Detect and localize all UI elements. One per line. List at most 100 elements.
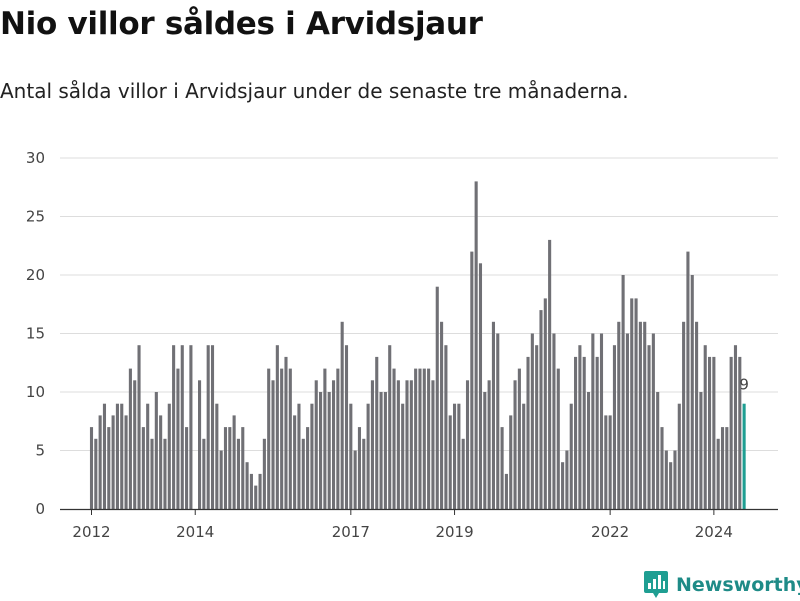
y-tick-label: 10 bbox=[26, 383, 45, 401]
bar bbox=[604, 415, 608, 509]
bar bbox=[435, 286, 439, 509]
bar bbox=[682, 321, 686, 509]
y-tick-label: 25 bbox=[26, 208, 45, 226]
bar bbox=[94, 438, 98, 509]
bar bbox=[409, 380, 413, 509]
chart-title: Nio villor såldes i Arvidsjaur bbox=[0, 6, 483, 42]
bar bbox=[401, 403, 405, 509]
bar bbox=[98, 415, 102, 509]
bar bbox=[461, 438, 465, 509]
bar bbox=[651, 333, 655, 509]
bar bbox=[405, 380, 409, 509]
bar bbox=[115, 403, 119, 509]
bar bbox=[349, 403, 353, 509]
bar bbox=[569, 403, 573, 509]
bar bbox=[241, 427, 245, 509]
bar bbox=[574, 356, 578, 509]
bar bbox=[703, 345, 707, 509]
bar bbox=[383, 392, 387, 509]
bar bbox=[362, 438, 366, 509]
bar bbox=[725, 427, 729, 509]
bar bbox=[172, 345, 176, 509]
bar bbox=[582, 356, 586, 509]
bar bbox=[599, 333, 604, 509]
bar bbox=[673, 450, 677, 509]
bar bbox=[210, 345, 215, 509]
bar bbox=[379, 392, 383, 509]
bar bbox=[280, 368, 284, 509]
bar bbox=[124, 415, 128, 509]
x-tick-label: 2019 bbox=[435, 523, 473, 541]
bar bbox=[388, 345, 392, 509]
bar bbox=[314, 380, 318, 509]
bar bbox=[254, 485, 258, 509]
bar bbox=[686, 251, 690, 509]
bar bbox=[625, 333, 629, 509]
bar bbox=[465, 380, 470, 509]
bar bbox=[504, 473, 508, 509]
bar bbox=[301, 438, 305, 509]
bar bbox=[236, 438, 240, 509]
last-value-label: 9 bbox=[739, 376, 749, 394]
bar bbox=[427, 368, 431, 509]
bar bbox=[478, 263, 483, 509]
bar bbox=[215, 403, 219, 509]
bar bbox=[154, 392, 158, 509]
bar bbox=[245, 462, 249, 509]
bar bbox=[548, 239, 552, 509]
bar bbox=[496, 333, 500, 509]
bar bbox=[284, 356, 288, 509]
bar bbox=[370, 380, 374, 509]
bar bbox=[591, 333, 595, 509]
bar bbox=[565, 450, 569, 509]
bar bbox=[621, 275, 625, 509]
y-tick-label: 15 bbox=[26, 325, 45, 343]
bar bbox=[556, 368, 560, 509]
bar bbox=[530, 333, 534, 509]
bar bbox=[656, 392, 660, 509]
bar bbox=[198, 380, 202, 509]
bar bbox=[526, 356, 530, 509]
bar bbox=[331, 380, 336, 509]
bar bbox=[431, 380, 435, 509]
bar bbox=[141, 427, 145, 509]
bar bbox=[392, 368, 396, 509]
newsworthy-logo[interactable]: Newsworthy bbox=[644, 569, 800, 601]
bar bbox=[513, 380, 517, 509]
chart-subtitle: Antal sålda villor i Arvidsjaur under de… bbox=[0, 79, 629, 103]
bar bbox=[120, 403, 124, 509]
bar bbox=[336, 368, 340, 509]
y-tick-label: 30 bbox=[26, 149, 45, 167]
bar bbox=[133, 380, 137, 509]
bar bbox=[228, 427, 232, 509]
newsworthy-logo-icon bbox=[644, 571, 668, 598]
bar bbox=[444, 345, 448, 509]
bar bbox=[275, 345, 279, 509]
bar bbox=[180, 345, 184, 509]
x-tick-label: 2024 bbox=[695, 523, 733, 541]
bar bbox=[176, 368, 180, 509]
bar bbox=[375, 356, 379, 509]
bar bbox=[543, 298, 547, 509]
bar bbox=[509, 415, 513, 509]
bar bbox=[297, 403, 301, 509]
bar bbox=[733, 345, 738, 509]
bar bbox=[137, 345, 141, 509]
bar bbox=[189, 345, 193, 509]
bar bbox=[223, 427, 228, 509]
y-tick-label: 20 bbox=[26, 266, 45, 284]
bar bbox=[340, 321, 344, 509]
bar bbox=[249, 473, 253, 509]
bar bbox=[669, 462, 673, 509]
bar bbox=[396, 380, 400, 509]
bar bbox=[690, 275, 694, 509]
bar bbox=[677, 403, 681, 509]
bar bbox=[716, 438, 720, 509]
bar bbox=[448, 415, 452, 509]
bar bbox=[561, 462, 565, 509]
bar bbox=[474, 181, 478, 509]
bar bbox=[327, 392, 331, 509]
bar-chart: 0 5 10 15 20 25 30 2012 2014 2017 2019 2022 2024 9 bbox=[26, 149, 778, 541]
bar bbox=[617, 321, 621, 509]
bar bbox=[102, 403, 107, 509]
